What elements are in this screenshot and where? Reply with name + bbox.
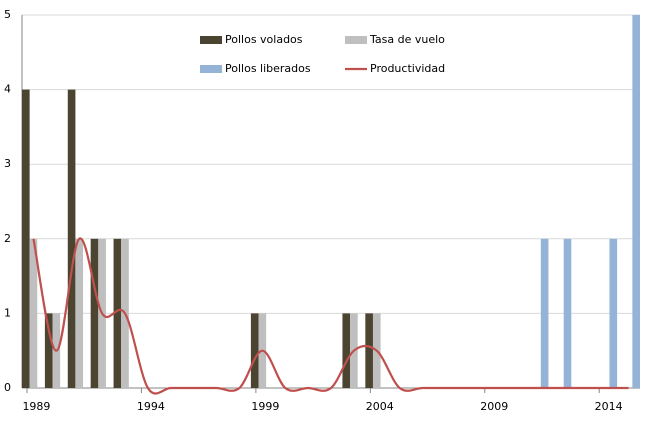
- bar: [67, 89, 76, 388]
- bar: [44, 313, 53, 388]
- bar: [609, 238, 618, 388]
- y-tick-label: 4: [4, 83, 11, 96]
- legend-label: Productividad: [370, 62, 445, 75]
- y-tick-label: 0: [4, 381, 11, 394]
- y-tick-label: 2: [4, 232, 11, 245]
- legend-label: Tasa de vuelo: [369, 33, 445, 46]
- x-tick-label: 2004: [366, 400, 394, 413]
- bar: [342, 313, 351, 388]
- x-tick-label: 1994: [137, 400, 165, 413]
- legend-swatch: [200, 36, 222, 44]
- bar: [29, 238, 38, 388]
- x-tick-label: 1989: [22, 400, 50, 413]
- y-tick-label: 1: [4, 306, 11, 319]
- x-tick-label: 2009: [480, 400, 508, 413]
- bar: [22, 89, 30, 388]
- bar: [540, 238, 549, 388]
- legend-label: Pollos liberados: [225, 62, 311, 75]
- x-tick-label: 2014: [595, 400, 623, 413]
- x-tick-label: 1999: [251, 400, 279, 413]
- bar: [563, 238, 572, 388]
- bar: [75, 238, 84, 388]
- bar: [113, 238, 122, 388]
- y-tick-label: 3: [4, 157, 11, 170]
- bar: [365, 313, 373, 388]
- legend-swatch: [200, 65, 222, 73]
- y-tick-label: 5: [4, 8, 11, 21]
- legend-swatch: [345, 36, 367, 44]
- bar: [632, 15, 640, 388]
- line: [32, 237, 629, 395]
- bar: [90, 238, 99, 388]
- legend-label: Pollos volados: [225, 33, 303, 46]
- bar: [250, 313, 259, 388]
